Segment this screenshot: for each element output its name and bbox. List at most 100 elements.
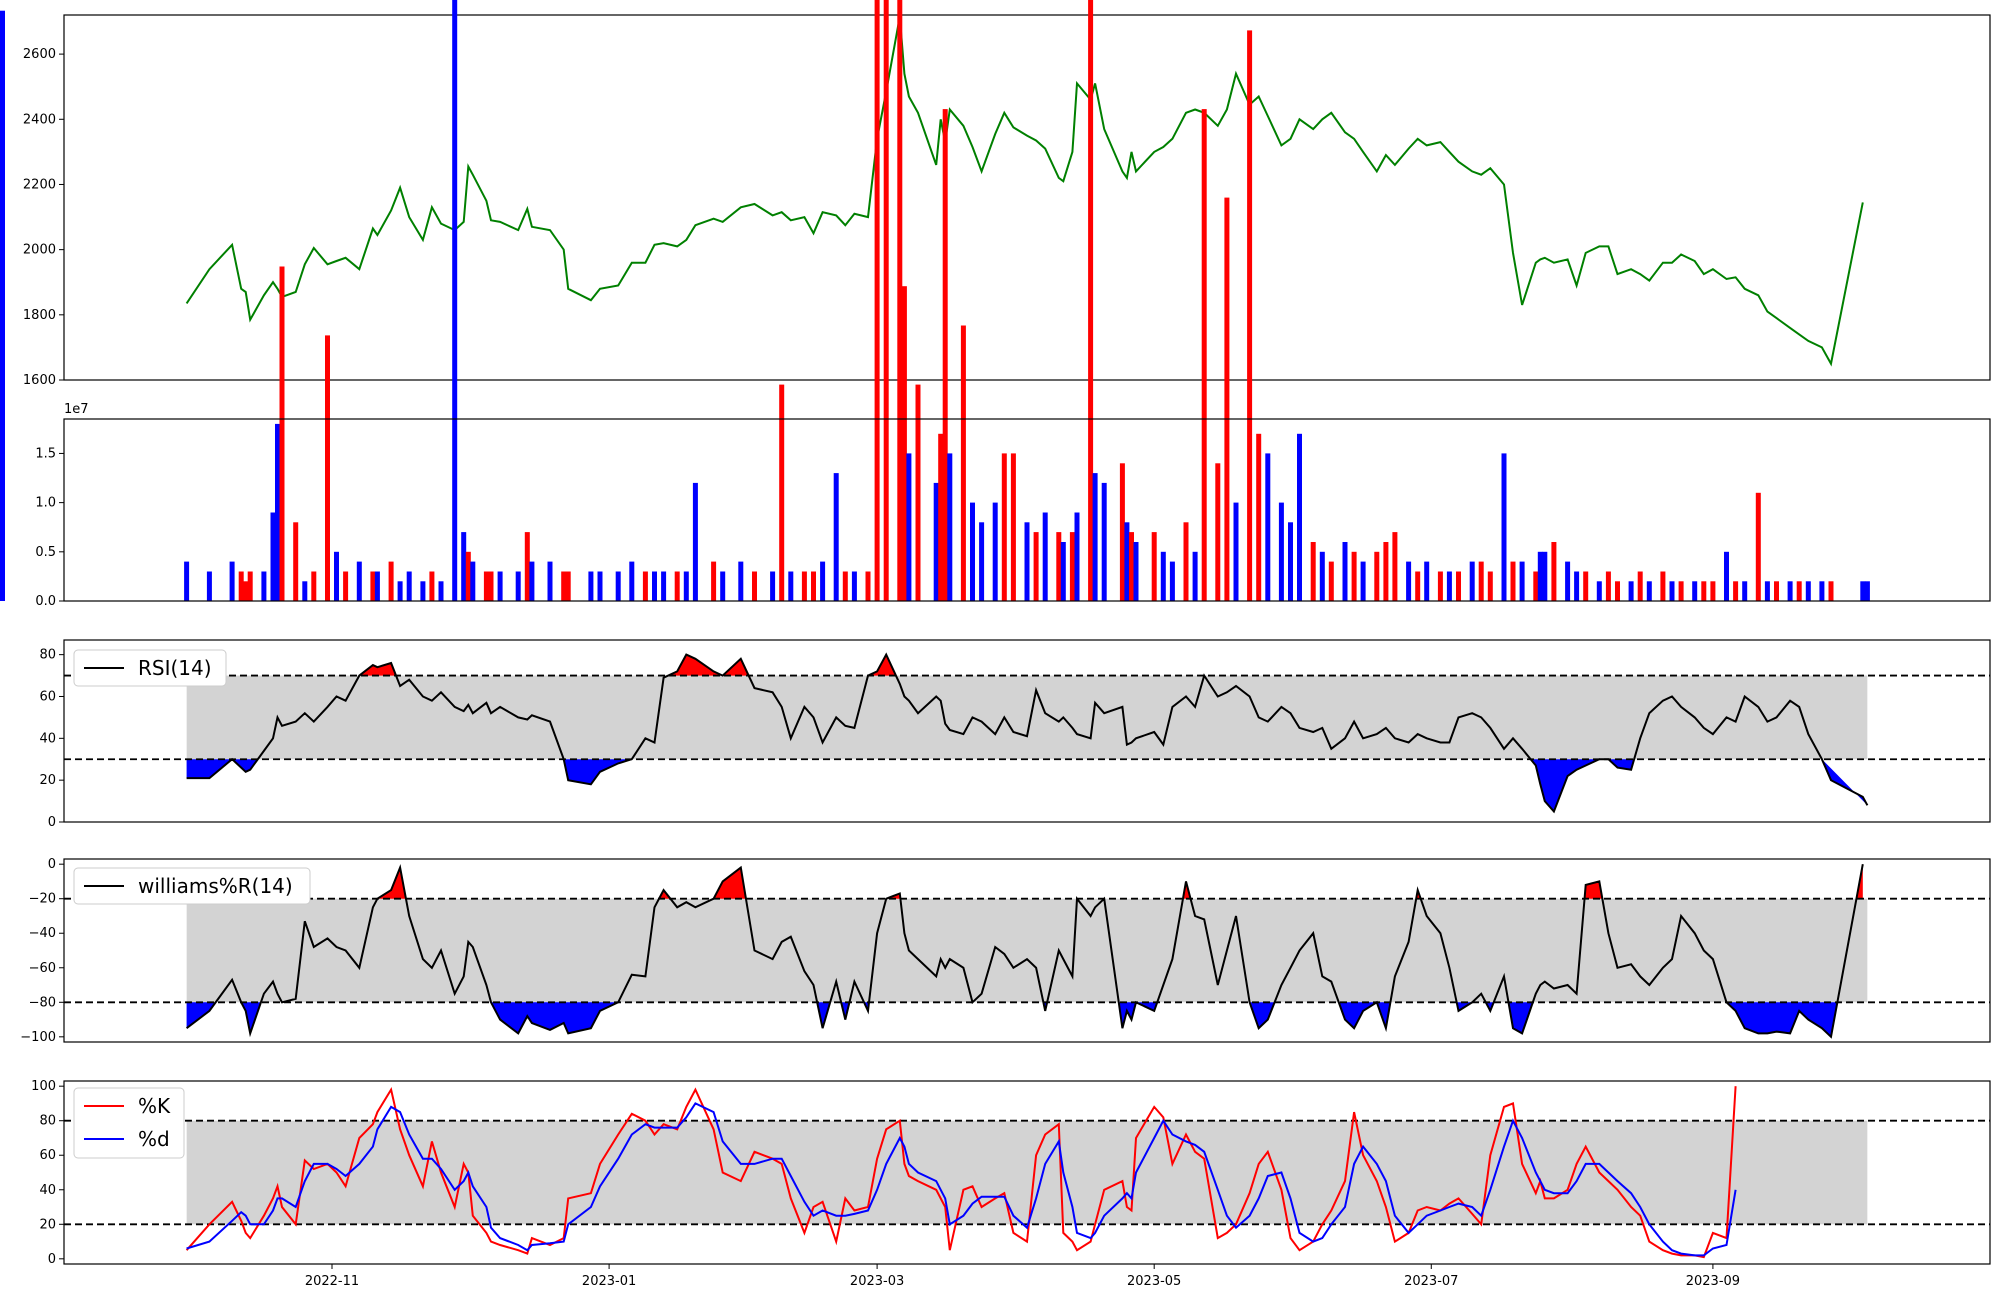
volume-bar [960,325,966,601]
volume-bar [1406,561,1412,601]
d-line [186,1102,1737,1257]
volume-bar [992,502,998,601]
volume-bar [1201,109,1207,601]
volume-bar [1215,463,1221,601]
k-legend-label: %K [138,1094,171,1118]
oversold-fill [1118,1002,1158,1029]
volume-bar [642,571,648,601]
volume-bar [374,571,380,601]
volume-bar [1533,571,1539,601]
y-tick-label: 2600 [23,47,56,62]
oversold-fill [491,1002,619,1034]
volume-bar [842,571,848,601]
volume-scale-offset: 1e7 [64,402,89,417]
rsi-legend-label: RSI(14) [138,656,212,680]
y-tick-label: 2400 [23,112,56,127]
volume-bar [1297,433,1302,601]
volume-bar [1487,571,1493,601]
y-tick-label: 0 [48,815,56,830]
volume-bar [652,571,657,601]
volume-bar [1124,522,1130,601]
stochastic-plot-layer: 0 20 40 60 80 100 [31,1079,1991,1267]
y-tick-label: 0 [48,857,56,872]
stochastic-legend: %K %d [73,1087,185,1159]
y-tick-label: −100 [20,1030,56,1045]
y-tick-label: 20 [39,773,56,788]
volume-bar [1319,551,1325,601]
volume-bar [752,571,757,601]
volume-bar [1519,561,1525,601]
volume-bar [1574,571,1580,601]
volume-bar [906,453,912,601]
y-tick-label: −80 [29,995,56,1010]
volume-bar [1119,463,1125,601]
williams-legend-box [73,867,311,905]
y-tick-label: 0 [48,1252,56,1267]
volume-bar [1787,581,1793,601]
volume-bar [1796,581,1802,601]
volume-bar [1060,542,1066,601]
volume-bar [247,571,253,601]
price-line [185,16,1864,367]
volume-bar [1678,581,1684,601]
volume-bar [674,571,680,601]
volume-bar [1129,532,1134,601]
volume-bar [1265,453,1271,601]
volume-bar [302,581,308,601]
rsi-line [186,652,1869,814]
volume-bar [1360,561,1366,601]
volume-bar [229,561,235,601]
y-tick-label: 20 [39,1217,56,1232]
oversold-fill [186,759,258,779]
volume-bar [942,109,948,601]
volume-bar [938,433,944,601]
volume-bar [561,571,567,601]
volume-bar [683,571,689,601]
volume-bar [615,571,621,601]
overbought-fill [377,867,406,899]
volume-bar [897,0,903,601]
volume-bar [1169,561,1175,601]
volume-bar [1774,581,1779,601]
volume-bar [497,571,503,601]
stochastic-panel: 0 20 40 60 80 100 %K %d [31,1079,1991,1267]
volume-bar [243,581,249,601]
axes-frame [63,639,1991,823]
volume-bar [1724,551,1729,601]
oversold-fill [1249,1002,1275,1029]
volume-bar [1233,502,1239,601]
volume-bar [1042,512,1048,601]
volume-bar [1160,551,1166,601]
volume-bar [1764,581,1770,601]
volume-bar [206,571,212,601]
volume-bar [1288,522,1293,601]
oversold-fill [1726,1002,1838,1037]
y-tick-label: 100 [31,1079,56,1094]
volume-bar [1446,571,1452,601]
oversold-fill [817,1002,831,1029]
volume-bar [429,571,435,601]
volume-bar [325,335,330,601]
volume-bar [1437,571,1443,601]
volume-bar [470,561,476,601]
volume-bar [1605,571,1611,601]
volume-bar [1101,482,1107,601]
volume-bar [261,571,267,601]
y-tick-label: 80 [39,648,56,663]
volume-bar [851,571,857,601]
volume-bar [184,561,190,601]
volume-bar [1864,581,1870,601]
volume-bar [1755,492,1761,601]
volume-bar [692,482,698,601]
volume-bar [1805,581,1811,601]
volume-bar [529,561,535,601]
overbought-fill [713,867,746,899]
y-tick-label: 2200 [23,177,56,192]
y-tick-label: −60 [29,961,56,976]
volume-bar [883,0,889,601]
volume-bar [1001,453,1007,601]
volume-bar [356,561,362,601]
y-tick-label: 1.0 [35,496,56,511]
x-tick-label: 2023-09 [1686,1274,1740,1289]
volume-bar [1637,571,1643,601]
